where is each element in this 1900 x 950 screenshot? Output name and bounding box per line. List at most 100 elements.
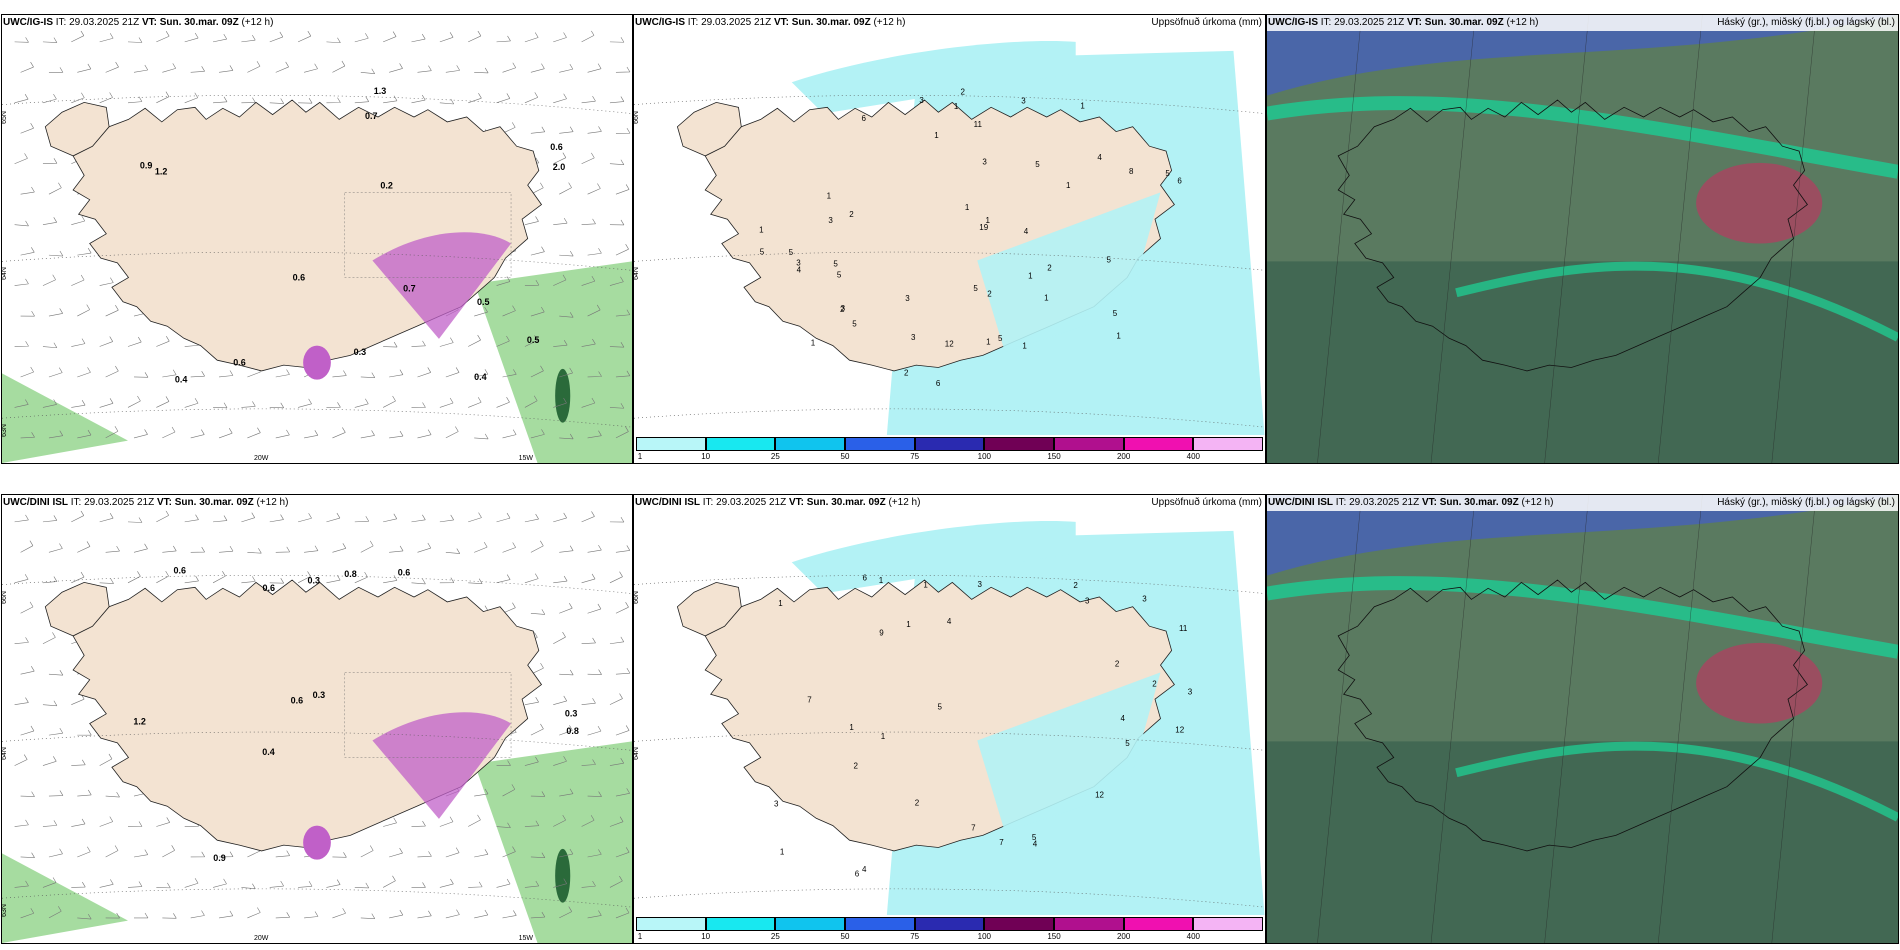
value-label: 3 [905,294,910,303]
colorbar-tick: 50 [840,452,850,461]
colorbar-swatch [1193,437,1263,451]
value-label: 3 [796,258,801,267]
latitude-label: 64N [633,267,640,281]
colorbar-tick: 25 [770,452,780,461]
model-name: UWC/IG-IS [1268,17,1318,28]
value-label: 0.8 [344,569,357,579]
colorbar-tick: 400 [1186,932,1201,941]
model-name: UWC/DINI ISL [3,497,68,508]
panel-header: UWC/IG-IS IT: 29.03.2025 21Z VT: Sun. 30… [3,17,273,28]
cloud-map [1267,495,1898,943]
value-label: 2 [840,305,845,314]
value-label: 7 [971,824,976,833]
colorbar-swatch [636,917,706,931]
lead-time: (+12 h) [873,17,906,28]
value-label: 3 [1085,596,1090,605]
longitude-label: 20W [254,455,269,462]
colorbar-tick: 100 [977,452,992,461]
value-label: 2 [849,210,854,219]
colorbar-swatch [914,437,985,451]
value-label: 2 [1152,679,1157,688]
latitude-label: 66N [633,110,640,124]
value-label: 5 [1113,309,1118,318]
value-label: 3 [841,304,846,313]
it-value: 29.03.2025 21Z [716,497,787,508]
value-label: 1 [881,732,886,741]
vt-label: VT: [156,497,172,508]
vt-label: VT: [773,17,789,28]
it-value: 29.03.2025 21Z [701,17,772,28]
value-label: 1 [879,576,884,585]
value-label: 5 [938,702,943,711]
value-label: 0.4 [474,372,487,382]
value-label: 3 [774,799,779,808]
longitude-label: 20W [254,935,269,942]
value-label: 0.3 [354,347,367,357]
value-label: 1 [1044,293,1049,302]
value-label: 0.7 [403,284,416,294]
value-label: 0.4 [262,747,275,757]
value-label: 4 [862,865,867,874]
value-label: 3 [828,216,833,225]
value-label: 5 [973,284,978,293]
value-label: 6 [1177,177,1182,186]
value-label: 5 [837,271,842,280]
value-label: 1 [986,338,991,347]
panel-cloud-igis: UWC/IG-IS IT: 29.03.2025 21Z VT: Sun. 30… [1266,14,1899,464]
value-label: 1 [1022,341,1027,350]
vt-label: VT: [1421,497,1437,508]
lead-time: (+12 h) [1521,497,1554,508]
longitude-label: 15W [518,935,533,942]
value-label: 6 [863,573,868,582]
value-label: 4 [1121,714,1126,723]
value-label: 4 [1033,839,1038,848]
value-label: 3 [919,96,924,105]
value-label: 2 [854,762,859,771]
value-label: 0.4 [175,374,188,384]
value-label: 2 [904,369,909,378]
value-label: 2 [961,87,966,96]
value-label: 19 [979,223,988,232]
model-name: UWC/DINI ISL [1268,497,1333,508]
value-label: 3 [1021,97,1026,106]
value-label: 1 [778,599,783,608]
colorbar-tick: 150 [1047,452,1061,461]
colorbar-tick: 50 [840,932,850,941]
cloud-map [1267,15,1898,463]
latitude-label: 66N [633,590,640,604]
panel-wind-dini: 0.6 0.4 0.6 0.3 0.3 0.3 0.9 0.6 1.2 0.6 0.8 0.8 UWC/… [1,494,633,944]
value-label: 1 [986,216,991,225]
value-label: 11 [1179,624,1188,633]
latitude-label: 64N [1,267,8,281]
latitude-label: 66N [1,590,8,604]
value-label: 1 [934,131,939,140]
panel-title: Uppsöfnuð úrkoma (mm) [1151,17,1262,28]
value-label: 0.5 [477,297,490,307]
model-name: UWC/IG-IS [635,17,685,28]
panel-header-bg [634,495,1265,511]
panel-header-bg [634,15,1265,31]
value-label: 1 [906,620,911,629]
value-label: 12 [1095,790,1104,799]
colorbar-swatch [1123,437,1194,451]
it-value: 29.03.2025 21Z [69,17,140,28]
vt-value: Sun. 30.mar. 09Z [159,17,239,28]
value-label: 1 [923,580,928,589]
model-name: UWC/DINI ISL [635,497,700,508]
value-label: 4 [1097,153,1102,162]
it-label: IT: [1320,17,1332,28]
latitude-label: 63N [1,424,8,438]
value-label: 0.7 [365,111,378,121]
colorbar-tick: 1 [637,932,643,941]
colorbar-tick: 75 [910,932,920,941]
colorbar-tick: 150 [1047,932,1061,941]
vt-value: Sun. 30.mar. 09Z [806,497,886,508]
value-label: 5 [1125,739,1130,748]
colorbar-swatch [845,437,915,451]
latitude-label: 64N [633,747,640,761]
value-label: 0.6 [263,583,276,593]
value-label: 4 [1024,227,1029,236]
colorbar-tick: 10 [701,932,711,941]
value-label: 4 [947,617,952,626]
colorbar-swatch [775,917,845,931]
